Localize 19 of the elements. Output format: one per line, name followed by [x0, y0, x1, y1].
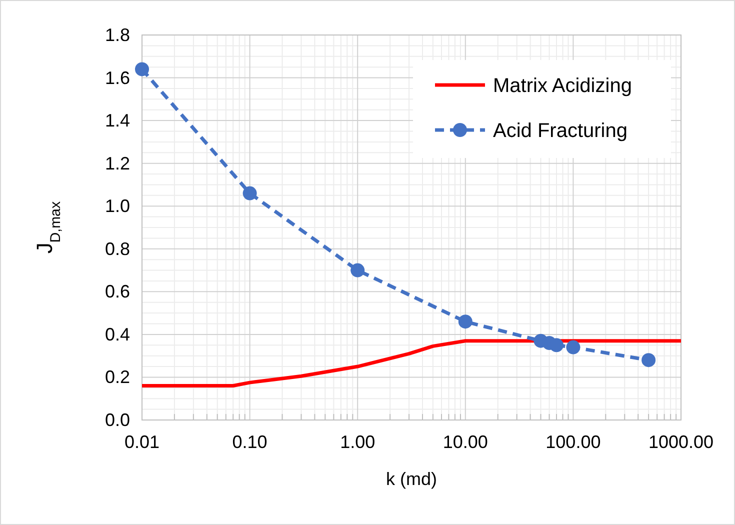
legend-label: Acid Fracturing: [493, 120, 628, 142]
y-tick-label: 1.2: [104, 153, 130, 174]
x-tick-label: 10.00: [442, 432, 488, 452]
x-axis-title: k (md): [386, 469, 437, 489]
y-tick-label: 0.6: [104, 282, 130, 302]
x-tick-label: 0.10: [232, 432, 268, 452]
y-tick-label: 0.4: [104, 324, 130, 344]
legend-label: Matrix Acidizing: [493, 75, 632, 97]
y-tick-label: 1.4: [104, 110, 130, 131]
x-tick-label: 0.01: [124, 432, 160, 452]
y-tick-label: 0.0: [104, 410, 130, 430]
y-tick-label: 1.6: [104, 68, 130, 88]
x-tick-label: 1000.00: [648, 432, 714, 452]
x-tick-label: 1.00: [340, 432, 376, 452]
x-tick-label: 100.00: [546, 432, 601, 452]
y-tick-label: 0.8: [104, 238, 130, 259]
y-tick-label: 1.8: [104, 25, 130, 45]
y-tick-label: 0.2: [104, 367, 130, 388]
y-tick-label: 1.0: [104, 196, 130, 216]
